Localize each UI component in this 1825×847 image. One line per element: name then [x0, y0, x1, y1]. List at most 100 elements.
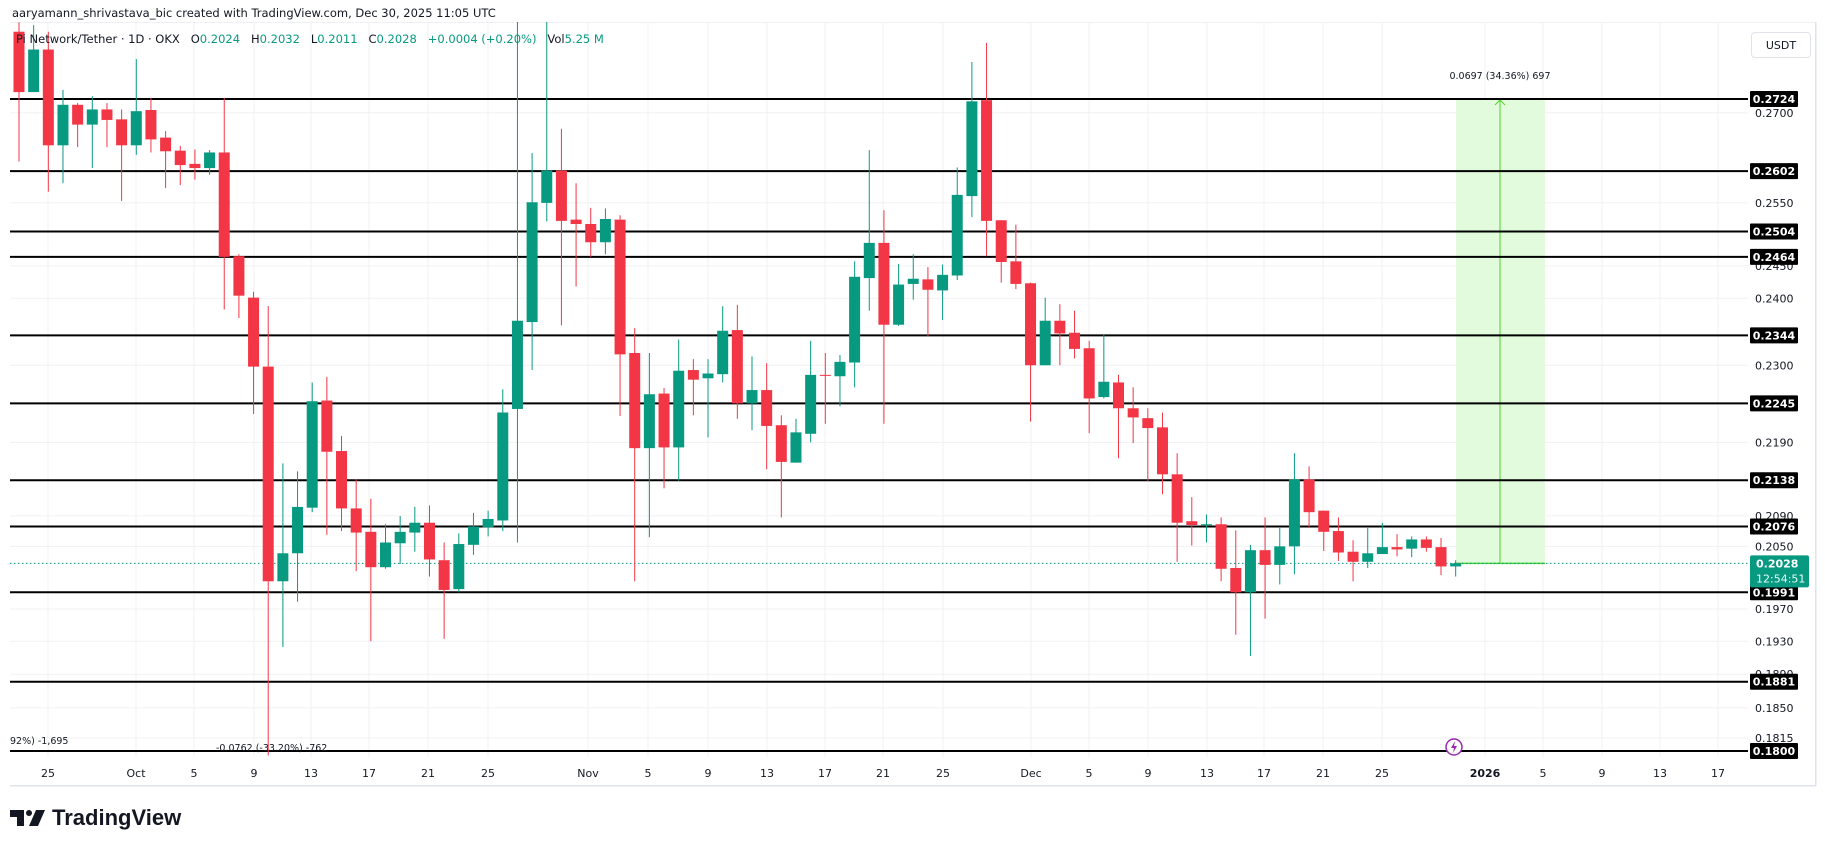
candle-bearish[interactable] [614, 219, 626, 355]
candle-bearish[interactable] [995, 220, 1007, 262]
candle-bearish[interactable] [72, 104, 84, 125]
candle-bullish[interactable] [204, 152, 216, 169]
candle-bearish[interactable] [321, 400, 333, 452]
candle-bearish[interactable] [1113, 382, 1124, 409]
candle-bullish[interactable] [1406, 539, 1418, 549]
candle-bullish[interactable] [394, 531, 406, 544]
candle-bearish[interactable] [761, 390, 773, 426]
candle-bullish[interactable] [1274, 546, 1286, 565]
candle-bearish[interactable] [1010, 261, 1022, 284]
candle-bullish[interactable] [497, 412, 509, 521]
candle-bullish[interactable] [1244, 550, 1256, 593]
candle-bearish[interactable] [570, 219, 582, 225]
candle-bearish[interactable] [585, 224, 597, 243]
candle-bullish[interactable] [937, 274, 949, 291]
candle-bullish[interactable] [1362, 553, 1374, 562]
candle-bullish[interactable] [805, 374, 817, 434]
candle-bullish[interactable] [673, 370, 685, 448]
candle-bullish[interactable] [57, 104, 69, 146]
candle-bullish[interactable] [1039, 320, 1051, 366]
candle-bullish[interactable] [907, 278, 919, 284]
candle-bullish[interactable] [951, 194, 963, 276]
candle-bullish[interactable] [541, 170, 553, 203]
candle-bullish[interactable] [380, 542, 391, 568]
candle-bearish[interactable] [1332, 531, 1344, 553]
candle-bearish[interactable] [189, 163, 201, 169]
candle-bearish[interactable] [1230, 567, 1242, 593]
candle-bearish[interactable] [1420, 539, 1432, 548]
candle-bearish[interactable] [1318, 510, 1330, 532]
candle-bearish[interactable] [262, 366, 274, 582]
candle-bearish[interactable] [336, 451, 348, 509]
candle-bullish[interactable] [966, 101, 978, 197]
candle-bullish[interactable] [1098, 381, 1110, 398]
candle-bullish[interactable] [86, 109, 98, 125]
candle-bullish[interactable] [746, 390, 758, 404]
candle-bearish[interactable] [116, 119, 128, 146]
candle-bullish[interactable] [863, 242, 875, 279]
candle-bearish[interactable] [1083, 348, 1095, 399]
candle-bullish[interactable] [482, 518, 494, 528]
candle-bearish[interactable] [1186, 521, 1198, 525]
candle-bearish[interactable] [13, 31, 25, 93]
candle-bearish[interactable] [629, 352, 641, 449]
candle-bearish[interactable] [350, 508, 362, 533]
candle-bullish[interactable] [130, 111, 142, 146]
candle-bearish[interactable] [248, 297, 260, 367]
candle-bullish[interactable] [453, 544, 465, 590]
candle-bullish[interactable] [702, 373, 714, 379]
candle-bullish[interactable] [28, 49, 40, 93]
candle-bearish[interactable] [365, 531, 377, 568]
candle-bearish[interactable] [1391, 547, 1403, 550]
candle-bullish[interactable] [1200, 524, 1212, 526]
currency-button[interactable]: USDT [1751, 32, 1811, 58]
candle-bullish[interactable] [834, 361, 846, 377]
candle-bullish[interactable] [599, 219, 611, 243]
symbol-title[interactable]: Pi Network/Tether · 1D · OKX [16, 32, 180, 46]
candle-bullish[interactable] [467, 526, 479, 545]
candle-bearish[interactable] [981, 100, 993, 221]
candle-bearish[interactable] [1347, 551, 1359, 562]
candle-bearish[interactable] [42, 49, 54, 146]
candle-bullish[interactable] [409, 522, 421, 533]
candle-bearish[interactable] [438, 560, 450, 590]
candle-bearish[interactable] [658, 393, 670, 448]
candle-bearish[interactable] [1215, 524, 1227, 569]
candle-bearish[interactable] [423, 522, 435, 560]
candle-bearish[interactable] [819, 374, 831, 376]
candle-bearish[interactable] [555, 170, 567, 221]
candle-bearish[interactable] [233, 256, 245, 296]
candle-bearish[interactable] [1303, 479, 1315, 513]
tradingview-logo[interactable]: TradingView [10, 805, 181, 831]
candle-bullish[interactable] [1376, 547, 1388, 555]
candle-bearish[interactable] [174, 150, 186, 166]
candle-bearish[interactable] [775, 425, 787, 462]
candle-bearish[interactable] [160, 137, 172, 152]
candle-bearish[interactable] [1054, 320, 1066, 334]
candle-bearish[interactable] [1259, 550, 1271, 565]
candle-bearish[interactable] [1156, 427, 1168, 475]
candle-bearish[interactable] [1127, 408, 1139, 418]
candle-bearish[interactable] [1142, 418, 1154, 429]
candle-bullish[interactable] [277, 553, 289, 582]
candle-bearish[interactable] [731, 330, 743, 404]
candle-bearish[interactable] [878, 242, 890, 325]
candle-bearish[interactable] [1171, 474, 1183, 523]
candle-bullish[interactable] [790, 432, 802, 463]
candle-bullish[interactable] [643, 394, 655, 449]
candle-bullish[interactable] [526, 202, 538, 323]
candle-bullish[interactable] [306, 401, 318, 508]
candle-bearish[interactable] [218, 152, 230, 257]
candle-bullish[interactable] [1288, 479, 1300, 547]
candle-bullish[interactable] [849, 276, 861, 363]
candle-bullish[interactable] [292, 506, 304, 554]
candle-bearish[interactable] [1435, 547, 1447, 567]
candle-bearish[interactable] [922, 279, 934, 290]
candle-bearish[interactable] [687, 370, 699, 380]
candle-bearish[interactable] [1069, 332, 1081, 349]
candle-bullish[interactable] [717, 330, 729, 375]
candle-bullish[interactable] [893, 284, 905, 325]
candle-bearish[interactable] [101, 109, 113, 120]
candle-bearish[interactable] [145, 110, 157, 140]
